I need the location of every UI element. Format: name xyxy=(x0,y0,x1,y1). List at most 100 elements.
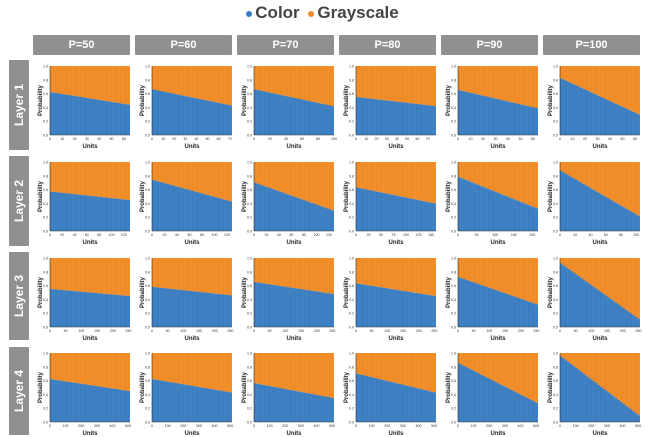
grayscale-bar xyxy=(217,258,220,294)
color-bar xyxy=(500,384,503,422)
grayscale-bar xyxy=(428,258,431,296)
grayscale-bar xyxy=(52,353,55,380)
grayscale-bar xyxy=(525,353,528,398)
color-bar xyxy=(363,189,366,231)
legend: Color Grayscale xyxy=(0,3,645,27)
grayscale-bar xyxy=(117,258,120,296)
y-tick-label: 0.0 xyxy=(349,134,354,138)
color-bar xyxy=(204,292,207,327)
x-tick-label: 0 xyxy=(253,424,255,428)
grayscale-bar xyxy=(311,258,314,291)
grayscale-bar xyxy=(411,162,414,199)
grayscale-bar xyxy=(95,66,98,100)
color-bar xyxy=(159,380,162,422)
grayscale-bar xyxy=(503,66,506,101)
y-tick-label: 0.0 xyxy=(43,230,48,234)
grayscale-bar xyxy=(575,258,578,275)
color-bar xyxy=(281,192,284,231)
color-bar xyxy=(570,176,573,231)
color-bar xyxy=(70,95,73,135)
color-bar xyxy=(470,281,473,327)
grayscale-bar xyxy=(162,353,165,381)
color-bar xyxy=(304,392,307,422)
color-bar xyxy=(615,202,618,231)
x-tick-label: 100 xyxy=(180,329,186,333)
grayscale-bar xyxy=(373,258,376,287)
grayscale-bar xyxy=(209,162,212,196)
grayscale-bar xyxy=(610,353,613,395)
color-bar xyxy=(602,388,605,422)
grayscale-bar xyxy=(120,258,123,296)
color-bar xyxy=(122,295,125,327)
color-bar xyxy=(72,382,75,422)
grayscale-bar xyxy=(475,66,478,95)
y-tick-label: 0.0 xyxy=(247,421,252,425)
color-bar xyxy=(460,90,463,135)
grayscale-bar xyxy=(580,162,583,183)
color-bar xyxy=(530,400,533,422)
color-bar xyxy=(202,193,205,231)
grayscale-bar xyxy=(167,258,170,289)
grayscale-bar xyxy=(179,353,182,384)
color-bar xyxy=(473,282,476,327)
grayscale-bar xyxy=(627,258,630,312)
color-bar xyxy=(209,293,212,327)
color-bar xyxy=(199,387,202,422)
y-tick-label: 0.4 xyxy=(451,202,456,206)
y-tick-label: 0.8 xyxy=(349,365,354,369)
color-bar xyxy=(431,202,434,231)
y-axis-label: Probability xyxy=(344,180,350,212)
y-tick-label: 0.2 xyxy=(43,312,48,316)
color-bar xyxy=(212,196,215,231)
y-axis-label: Probability xyxy=(446,84,452,116)
color-bar xyxy=(306,393,309,422)
color-bar xyxy=(177,289,180,327)
grayscale-bar xyxy=(570,353,573,365)
color-bar xyxy=(607,392,610,422)
grayscale-bar xyxy=(602,66,605,99)
grayscale-bar xyxy=(406,66,409,103)
grayscale-bar xyxy=(391,162,394,195)
grayscale-bar xyxy=(62,66,65,95)
x-tick-label: 150 xyxy=(400,329,406,333)
x-tick-label: 200 xyxy=(110,329,116,333)
grayscale-bar xyxy=(187,66,190,97)
y-axis-label: Probability xyxy=(242,371,248,403)
grayscale-bar xyxy=(284,258,287,287)
color-bar xyxy=(284,193,287,231)
color-bar xyxy=(383,100,386,135)
grayscale-bar xyxy=(107,258,110,295)
grayscale-bar xyxy=(229,258,232,296)
grayscale-bar xyxy=(256,162,259,184)
grayscale-bar xyxy=(177,258,180,290)
grayscale-bar xyxy=(587,66,590,92)
y-tick-label: 0.6 xyxy=(451,284,456,288)
grayscale-bar xyxy=(70,162,73,194)
y-tick-label: 0.4 xyxy=(553,202,558,206)
grayscale-bar xyxy=(625,258,628,310)
y-axis-label: Probability xyxy=(344,84,350,116)
grayscale-bar xyxy=(535,162,538,209)
x-tick-label: 70 xyxy=(426,137,430,141)
y-tick-label: 0.6 xyxy=(553,379,558,383)
color-bar xyxy=(329,209,332,231)
color-bar xyxy=(426,390,429,422)
grayscale-bar xyxy=(314,66,317,103)
grayscale-bar xyxy=(159,258,162,288)
grayscale-bar xyxy=(607,258,610,298)
grayscale-bar xyxy=(50,66,53,93)
color-bar xyxy=(413,292,416,327)
color-bar xyxy=(52,92,55,135)
y-tick-label: 0.4 xyxy=(247,393,252,397)
grayscale-bar xyxy=(179,258,182,290)
color-bar xyxy=(495,382,498,422)
x-tick-label: 150 xyxy=(94,329,100,333)
x-tick-label: 200 xyxy=(78,424,84,428)
grayscale-bar xyxy=(154,353,157,380)
color-bar xyxy=(418,200,421,231)
color-bar xyxy=(518,201,521,231)
color-bar xyxy=(358,188,361,231)
color-bar xyxy=(505,293,508,327)
y-tick-label: 0.2 xyxy=(451,120,456,124)
grayscale-bar xyxy=(82,353,85,385)
